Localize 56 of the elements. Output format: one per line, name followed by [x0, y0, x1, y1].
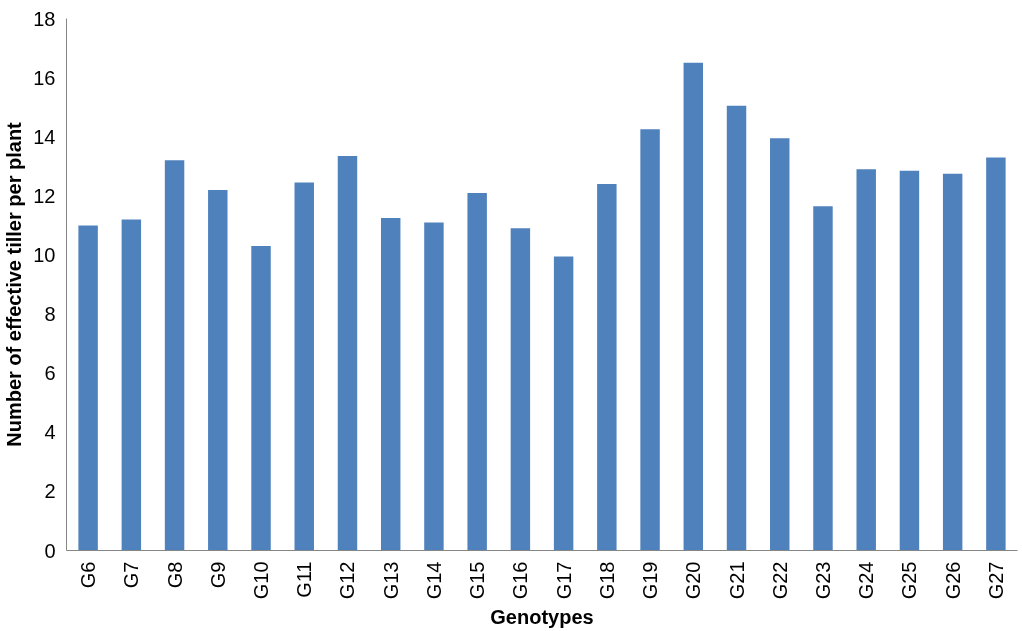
bar [942, 173, 963, 551]
x-tick-label: G14 [422, 561, 445, 600]
x-tick-label: G20 [682, 561, 705, 600]
x-tick-label: G16 [509, 561, 532, 600]
bar [294, 182, 314, 551]
y-tick-label: 8 [44, 303, 56, 326]
x-tick-label: G19 [639, 561, 662, 600]
x-tick-label: G27 [984, 561, 1007, 600]
bar [78, 225, 98, 551]
bar [424, 222, 444, 551]
bar [510, 228, 531, 551]
bar [899, 170, 920, 551]
x-tick-label: G18 [595, 561, 618, 600]
x-tick-label: G22 [768, 561, 791, 600]
y-tick-label: 14 [33, 125, 56, 148]
bar [251, 246, 271, 551]
x-tick-label: G25 [898, 561, 921, 600]
x-axis-title: Genotypes [490, 606, 594, 629]
bar [813, 206, 833, 551]
bar [856, 169, 876, 551]
bar [467, 192, 487, 551]
bar [337, 155, 358, 551]
x-tick-label: G9 [206, 561, 229, 589]
bar [164, 160, 185, 551]
bar [597, 184, 617, 551]
x-tick-label: G15 [466, 561, 489, 600]
x-tick-label: G8 [163, 561, 186, 589]
bar [208, 189, 228, 551]
x-tick-label: G13 [379, 561, 402, 600]
y-axis-title: Number of effective tiller per plant [3, 121, 26, 447]
bar [770, 138, 790, 551]
bar [986, 157, 1006, 551]
bar [553, 256, 574, 551]
x-tick-label: G10 [250, 561, 273, 600]
x-tick-label: G6 [77, 561, 100, 589]
y-tick-label: 6 [44, 362, 56, 385]
y-tick-label: 10 [33, 243, 56, 266]
x-tick-label: G17 [552, 561, 575, 600]
bar [726, 105, 747, 551]
y-tick-label: 16 [33, 66, 56, 89]
x-tick-label: G21 [725, 561, 748, 600]
y-tick-label: 0 [44, 539, 56, 562]
x-tick-label: G7 [120, 561, 143, 589]
y-tick-label: 12 [33, 184, 56, 207]
bar [683, 62, 704, 551]
x-tick-label: G11 [293, 561, 316, 598]
x-tick-label: G24 [855, 561, 878, 600]
x-tick-label: G23 [811, 561, 834, 600]
x-tick-label: G26 [941, 561, 964, 600]
bar [380, 218, 401, 551]
y-tick-label: 18 [33, 7, 56, 30]
y-tick-label: 2 [44, 480, 56, 503]
y-tick-label: 4 [44, 421, 56, 444]
bar [121, 219, 142, 551]
bar [640, 129, 660, 551]
x-tick-label: G12 [336, 561, 359, 600]
